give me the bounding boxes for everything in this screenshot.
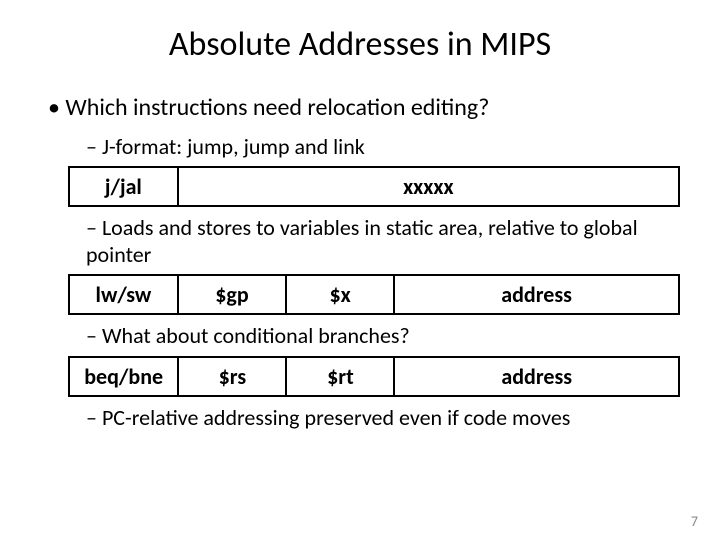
bullet-sub-3: What about conditional branches? (86, 323, 680, 349)
slide-title: Absolute Addresses in MIPS (40, 24, 680, 65)
table-cell: $rt (286, 357, 394, 396)
text-pre: PC-relative addressing (102, 404, 305, 431)
table-cell: $rs (178, 357, 286, 396)
table-cell: address (394, 275, 679, 314)
page-number: 7 (691, 513, 698, 530)
table-cell: lw/sw (69, 275, 178, 314)
text-post: even if code moves (394, 404, 570, 431)
text-highlight: preserved (305, 404, 395, 431)
bullet-sub-1: J-format: jump, jump and link (86, 134, 680, 160)
instruction-table-loadstore: lw/sw $gp $x address (68, 274, 680, 315)
table-cell: address (394, 357, 679, 396)
table-cell: $x (286, 275, 394, 314)
bullet-sub-4: PC-relative addressing preserved even if… (86, 405, 680, 431)
table-cell: xxxxx (178, 167, 679, 206)
table-cell: j/jal (69, 167, 178, 206)
bullet-main: Which instructions need relocation editi… (48, 93, 680, 122)
slide: Absolute Addresses in MIPS Which instruc… (0, 0, 720, 540)
table-cell: beq/bne (69, 357, 178, 396)
bullet-sub-2: Loads and stores to variables in static … (86, 215, 680, 268)
table-cell: $gp (178, 275, 286, 314)
instruction-table-jformat: j/jal xxxxx (68, 166, 680, 207)
instruction-table-branch: beq/bne $rs $rt address (68, 356, 680, 397)
